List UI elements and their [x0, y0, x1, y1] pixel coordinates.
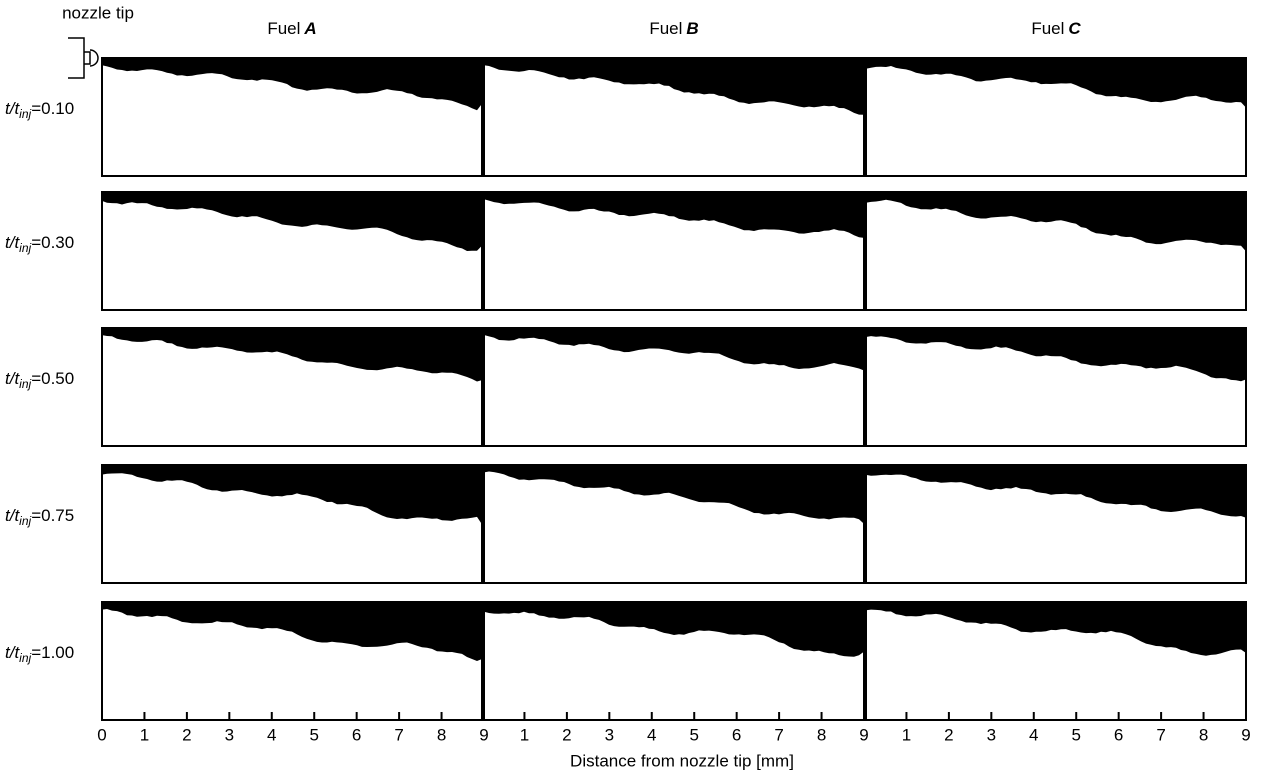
x-tick-label: 8 [817, 725, 826, 744]
x-tick-label: 3 [987, 725, 996, 744]
row-value: =0.50 [31, 369, 74, 388]
x-tick-label: 2 [182, 725, 191, 744]
row-t: t/t [5, 369, 20, 388]
x-tick-label: 7 [774, 725, 783, 744]
x-tick-label: 7 [1156, 725, 1165, 744]
column-letter: A [303, 19, 316, 38]
row-value: =0.30 [31, 233, 74, 252]
row-t: t/t [5, 506, 20, 525]
x-tick-label: 2 [562, 725, 571, 744]
x-tick-label: 4 [267, 725, 276, 744]
column-prefix: Fuel [267, 19, 300, 38]
x-tick-label: 5 [309, 725, 318, 744]
row-value: =0.10 [31, 99, 74, 118]
nozzle-label: nozzle tip [62, 3, 134, 22]
row-label: t/tinj=1.00 [5, 643, 74, 665]
row-label: t/tinj=0.30 [5, 233, 74, 255]
x-tick-label: 6 [732, 725, 741, 744]
x-tick-label: 8 [437, 725, 446, 744]
x-tick-label: 1 [520, 725, 529, 744]
x-tick-label: 2 [944, 725, 953, 744]
x-tick-label: 9 [1241, 725, 1250, 744]
x-tick-label: 5 [1071, 725, 1080, 744]
x-tick-label: 3 [605, 725, 614, 744]
x-tick-label: 9 [859, 725, 868, 744]
row-sub: inj [19, 651, 31, 665]
figure: nozzle tip Distance from nozzle tip [mm]… [0, 0, 1261, 780]
row-label: t/tinj=0.10 [5, 99, 74, 121]
row-t: t/t [5, 99, 20, 118]
column-letter: C [1068, 19, 1081, 38]
x-tick-label: 8 [1199, 725, 1208, 744]
row-label: t/tinj=0.75 [5, 506, 74, 528]
row-t: t/t [5, 643, 20, 662]
x-tick-label: 9 [479, 725, 488, 744]
x-tick-label: 1 [902, 725, 911, 744]
row-value: =1.00 [31, 643, 74, 662]
x-tick-label: 6 [352, 725, 361, 744]
x-tick-label: 1 [140, 725, 149, 744]
x-axis-label: Distance from nozzle tip [mm] [570, 751, 794, 770]
nozzle-icon [68, 38, 98, 78]
row-value: =0.75 [31, 506, 74, 525]
row-sub: inj [19, 514, 31, 528]
x-tick-label: 0 [97, 725, 106, 744]
row-sub: inj [19, 241, 31, 255]
column-letter: B [686, 19, 698, 38]
x-tick-label: 3 [225, 725, 234, 744]
column-prefix: Fuel [1031, 19, 1064, 38]
row-sub: inj [19, 377, 31, 391]
x-tick-label: 4 [1029, 725, 1038, 744]
x-tick-label: 4 [647, 725, 656, 744]
x-tick-label: 6 [1114, 725, 1123, 744]
row-sub: inj [19, 107, 31, 121]
row-t: t/t [5, 233, 20, 252]
x-tick-label: 5 [689, 725, 698, 744]
column-prefix: Fuel [649, 19, 682, 38]
x-tick-label: 7 [394, 725, 403, 744]
row-label: t/tinj=0.50 [5, 369, 74, 391]
